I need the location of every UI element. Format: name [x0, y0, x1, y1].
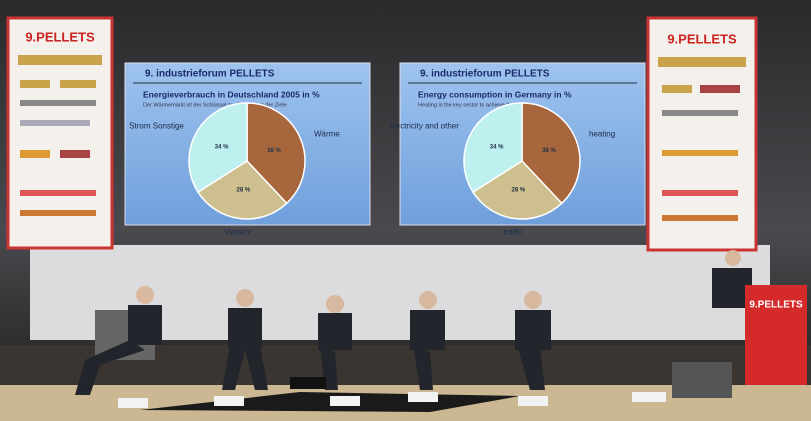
value-label: 28 %	[237, 187, 251, 193]
value-label: 34 %	[215, 145, 229, 151]
category-label: electricity and other	[390, 121, 460, 130]
slide-title: Energy consumption in Germany in %	[418, 89, 572, 99]
category-label: Wärme	[314, 130, 340, 139]
speaker-box	[672, 362, 732, 398]
value-label: 38 %	[267, 148, 281, 154]
value-label: 38 %	[542, 148, 556, 154]
slide-header: 9. industrieforum PELLETS	[145, 69, 275, 80]
slide-title: Energieverbrauch in Deutschland 2005 in …	[143, 89, 320, 99]
value-label: 34 %	[490, 145, 504, 151]
value-label: 28 %	[512, 187, 526, 193]
monitor	[290, 377, 326, 389]
banner-title: 9.PELLETS	[667, 31, 737, 46]
banner-title: 9.PELLETS	[25, 29, 95, 44]
category-label: heating	[589, 130, 615, 139]
podium-label: 9.PELLETS	[749, 300, 803, 311]
category-label: traffic	[503, 228, 522, 237]
scene: 9.PELLETS 9.PELLETS 9.PELLETS 9. industr…	[0, 0, 811, 421]
category-label: Verkehr	[224, 228, 252, 237]
slide-header: 9. industrieforum PELLETS	[420, 69, 550, 80]
category-label: Strom Sonstige	[129, 121, 184, 130]
